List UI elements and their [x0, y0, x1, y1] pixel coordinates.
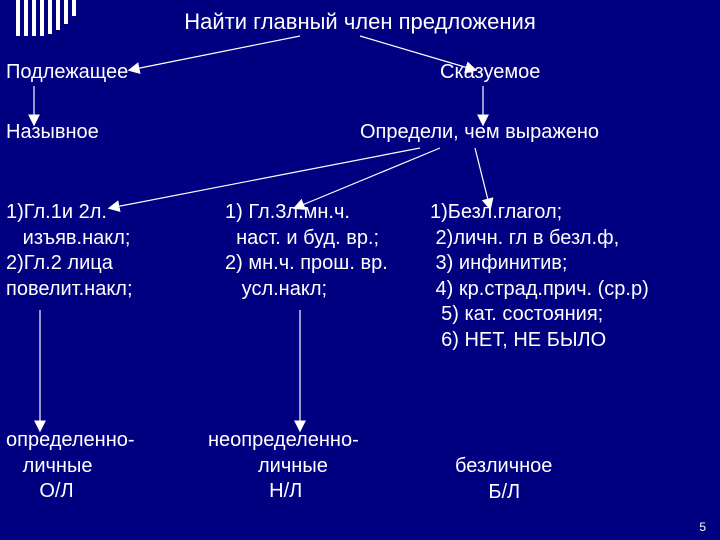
result-definite-personal: определенно- личные О/Л: [6, 428, 135, 505]
col2-list: 1) Гл.3л.мн.ч. наст. и буд. вр.; 2) мн.ч…: [225, 200, 388, 302]
col3-list: 1)Безл.глагол; 2)личн. гл в безл.ф, 3) и…: [430, 200, 649, 354]
node-determine: Определи, чем выражено: [360, 120, 599, 146]
node-nominative: Назывное: [6, 120, 99, 146]
result-indefinite-personal: неопределенно- личные Н/Л: [208, 428, 359, 505]
node-predicate: Сказуемое: [440, 60, 540, 86]
page-number: 5: [699, 520, 706, 534]
diagram-title: Найти главный член предложения: [0, 8, 720, 36]
col1-list: 1)Гл.1и 2л. изъяв.накл; 2)Гл.2 лица пове…: [6, 200, 133, 302]
result-impersonal: безличное Б/Л: [455, 454, 552, 505]
node-subject: Подлежащее: [6, 60, 128, 86]
